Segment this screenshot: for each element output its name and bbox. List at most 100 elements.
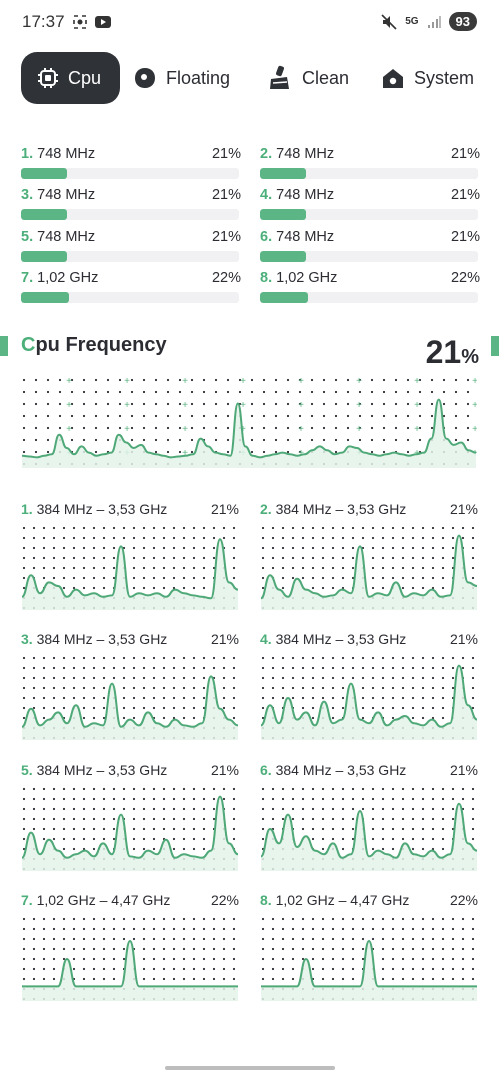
grid-dot xyxy=(391,696,395,700)
grid-plus: + xyxy=(472,400,477,411)
grid-dot xyxy=(351,807,355,811)
grid-dot xyxy=(261,947,265,951)
grid-dot xyxy=(281,536,285,540)
grid-dot xyxy=(471,837,475,841)
graph-line xyxy=(260,802,478,859)
grid-dot xyxy=(42,536,46,540)
grid-dot xyxy=(162,787,166,791)
grid-dot xyxy=(182,586,186,590)
grid-dot xyxy=(152,676,156,680)
grid-dot xyxy=(411,797,415,801)
grid-dot xyxy=(331,536,335,540)
grid-dot xyxy=(22,847,26,851)
grid-dot xyxy=(22,426,26,430)
grid-dot xyxy=(430,378,434,382)
grid-dot xyxy=(311,566,315,570)
grid-dot xyxy=(72,947,76,951)
grid-dot xyxy=(441,937,445,941)
grid-dot xyxy=(22,686,26,690)
tab-cpu[interactable]: Cpu xyxy=(21,52,120,104)
grid-dot xyxy=(331,787,335,791)
grid-dot xyxy=(321,797,325,801)
grid-dot xyxy=(311,927,315,931)
grid-dot xyxy=(52,937,56,941)
grid-dot xyxy=(70,438,74,442)
grid-dot xyxy=(112,827,116,831)
grid-dot xyxy=(222,927,226,931)
grid-dot xyxy=(401,787,405,791)
grid-dot xyxy=(271,686,275,690)
tab-system[interactable]: System xyxy=(381,52,474,104)
grid-dot xyxy=(132,686,136,690)
tab-clean-label: Clean xyxy=(302,67,350,88)
grid-dot xyxy=(331,967,335,971)
core-percent: 21% xyxy=(450,146,480,162)
grid-dot xyxy=(351,947,355,951)
grid-dot xyxy=(232,536,236,540)
grid-dot xyxy=(262,402,266,406)
grid-dot xyxy=(471,696,475,700)
grid-dot xyxy=(232,797,236,801)
grid-dot xyxy=(321,837,325,841)
grid-dot xyxy=(172,957,176,961)
grid-dot xyxy=(42,556,46,560)
grid-dot xyxy=(82,696,86,700)
grid-dot xyxy=(46,426,50,430)
grid-dot xyxy=(351,837,355,841)
home-indicator[interactable] xyxy=(165,1066,335,1070)
grid-dot xyxy=(311,546,315,550)
grid-dot xyxy=(298,378,302,382)
grid-dot xyxy=(421,576,425,580)
right-edge-handle[interactable] xyxy=(491,336,499,356)
grid-dot xyxy=(226,378,230,382)
grid-dot xyxy=(132,927,136,931)
grid-dot xyxy=(471,566,475,570)
grid-dot xyxy=(471,526,475,530)
core-frequency: 748 MHz xyxy=(276,187,335,203)
grid-dot xyxy=(162,586,166,590)
grid-dot xyxy=(112,837,116,841)
tab-clean[interactable]: Clean xyxy=(267,52,349,104)
grid-dot xyxy=(421,706,425,710)
grid-dot xyxy=(411,676,415,680)
grid-dot xyxy=(441,817,445,821)
grid-dot xyxy=(22,797,26,801)
grid-dot xyxy=(381,556,385,560)
grid-dot xyxy=(162,696,166,700)
grid-dot xyxy=(331,666,335,670)
grid-dot xyxy=(232,576,236,580)
grid-dot xyxy=(152,566,156,570)
grid-dot xyxy=(172,817,176,821)
grid-dot xyxy=(232,837,236,841)
tab-floating[interactable]: Floating xyxy=(133,52,230,104)
grid-dot xyxy=(382,438,386,442)
grid-dot xyxy=(471,656,475,660)
grid-dot xyxy=(102,676,106,680)
grid-dot xyxy=(411,977,415,981)
grid-dot xyxy=(42,947,46,951)
grid-dot xyxy=(351,676,355,680)
grid-dot xyxy=(281,576,285,580)
grid-dot xyxy=(46,450,50,454)
grid-plus: + xyxy=(298,400,304,411)
grid-dot xyxy=(62,696,66,700)
grid-dot xyxy=(192,807,196,811)
grid-dot xyxy=(471,807,475,811)
grid-dot xyxy=(102,967,106,971)
grid-dot xyxy=(232,807,236,811)
grid-dot xyxy=(401,696,405,700)
grid-dot xyxy=(331,807,335,811)
grid-dot xyxy=(132,566,136,570)
grid-dot xyxy=(311,837,315,841)
grid-dot xyxy=(274,450,278,454)
grid-dot xyxy=(311,957,315,961)
grid-dot xyxy=(190,414,194,418)
grid-dot xyxy=(431,526,435,530)
grid-dot xyxy=(166,438,170,442)
grid-dot xyxy=(471,827,475,831)
left-edge-handle[interactable] xyxy=(0,336,8,356)
grid-dot xyxy=(301,656,305,660)
grid-dot xyxy=(52,807,56,811)
grid-dot xyxy=(172,546,176,550)
core-usage-fill xyxy=(260,292,308,303)
